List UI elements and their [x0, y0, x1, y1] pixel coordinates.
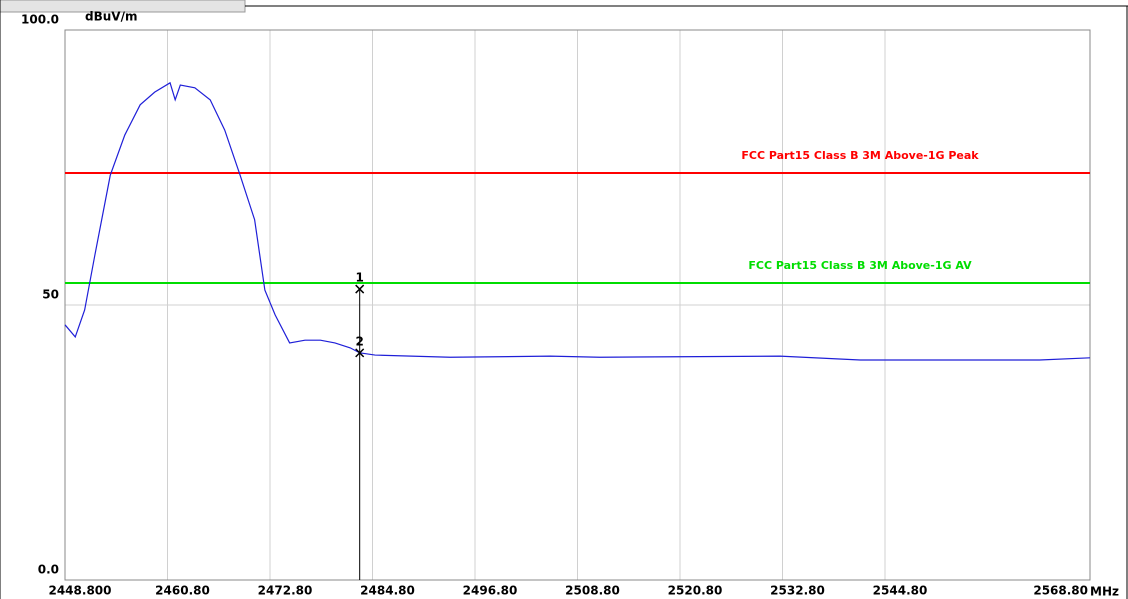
x-tick-label: 2460.80	[155, 584, 210, 598]
y-tick-label: 100.0	[21, 13, 59, 27]
y-unit: dBuV/m	[85, 10, 137, 24]
trace	[64, 81, 1091, 361]
plot-frame	[64, 29, 1091, 581]
limit-label: FCC Part15 Class B 3M Above-1G AV	[748, 259, 972, 272]
x-tick-label: 2568.80	[1033, 584, 1088, 598]
x-tick-label: 2496.80	[463, 584, 518, 598]
marker-label: 1	[356, 271, 364, 285]
x-tick-label: 2448.800	[48, 584, 111, 598]
x-tick-label: 2544.80	[873, 584, 928, 598]
y-tick-label: 0.0	[38, 563, 59, 577]
marker	[355, 284, 365, 294]
marker	[355, 348, 365, 358]
x-tick-label: 2532.80	[770, 584, 825, 598]
x-tick-label: 2484.80	[360, 584, 415, 598]
x-tick-label: 2508.80	[565, 584, 620, 598]
x-tick-label: 2472.80	[258, 584, 313, 598]
marker-label: 2	[356, 334, 364, 348]
y-tick-label: 50	[42, 288, 59, 302]
x-tick-label: 2520.80	[668, 584, 723, 598]
x-unit: MHz	[1090, 585, 1119, 599]
limit-label: FCC Part15 Class B 3M Above-1G Peak	[741, 149, 979, 162]
